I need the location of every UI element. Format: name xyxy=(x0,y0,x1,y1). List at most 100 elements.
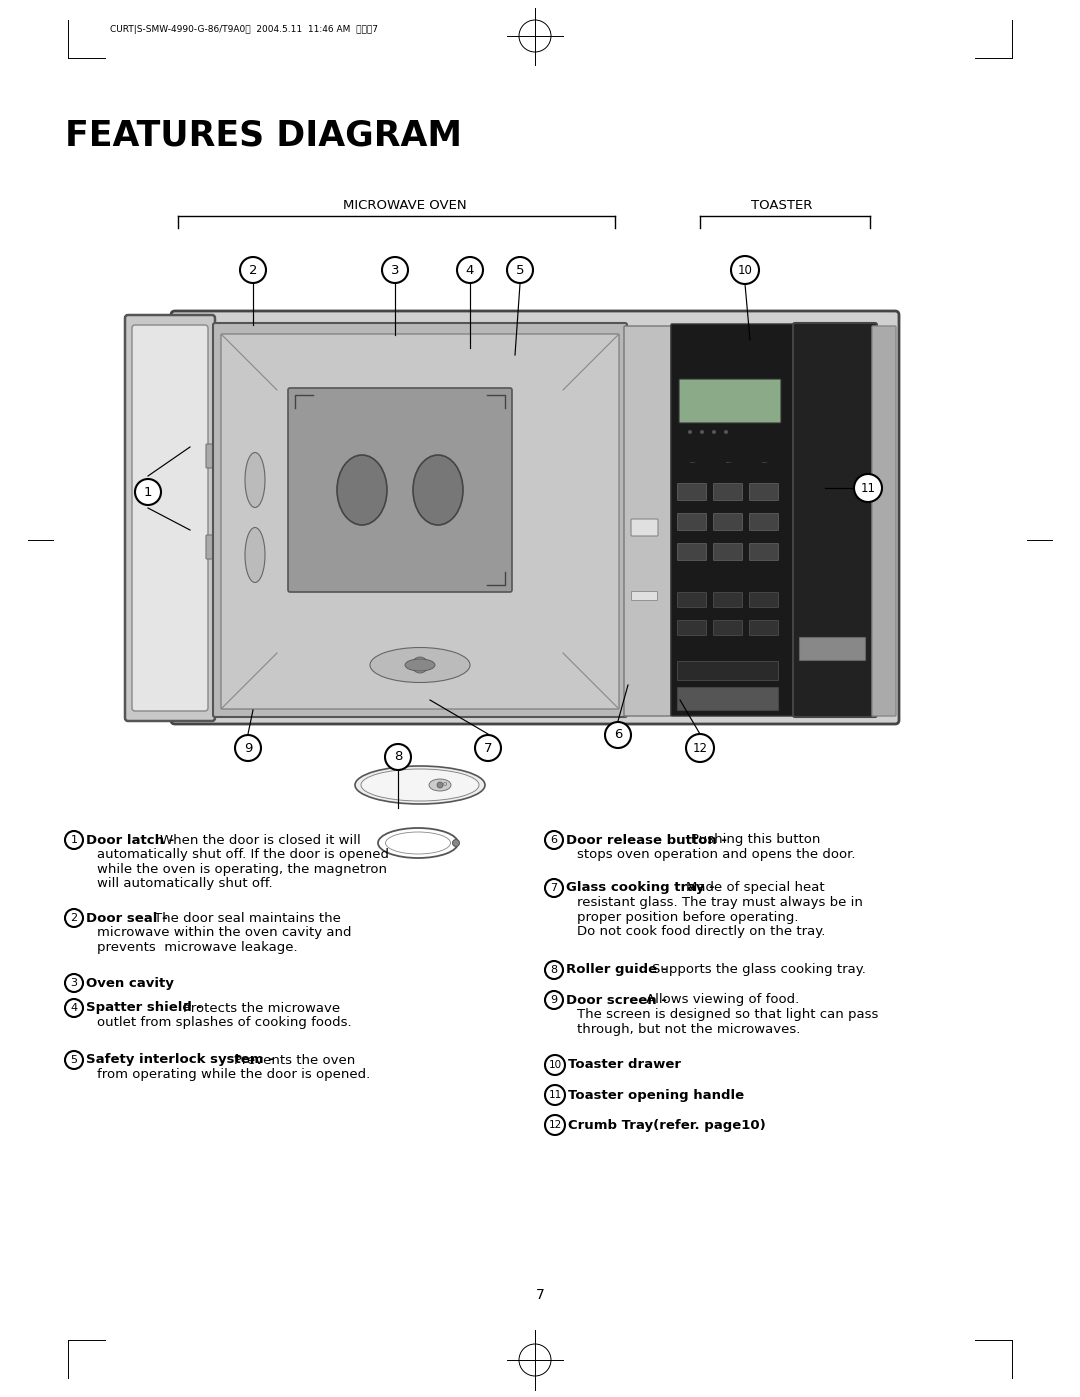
Circle shape xyxy=(235,735,261,761)
Circle shape xyxy=(65,1051,83,1069)
Circle shape xyxy=(65,999,83,1017)
Circle shape xyxy=(688,430,692,434)
Circle shape xyxy=(507,257,534,284)
Text: from operating while the door is opened.: from operating while the door is opened. xyxy=(97,1067,370,1081)
Text: 8: 8 xyxy=(551,965,557,975)
FancyBboxPatch shape xyxy=(288,388,512,592)
Text: ___: ___ xyxy=(689,460,696,462)
Text: 6: 6 xyxy=(551,835,557,845)
Text: through, but not the microwaves.: through, but not the microwaves. xyxy=(577,1023,800,1035)
FancyBboxPatch shape xyxy=(714,514,743,531)
Text: Toaster drawer: Toaster drawer xyxy=(568,1059,681,1071)
Text: 2: 2 xyxy=(248,264,257,277)
Circle shape xyxy=(700,430,704,434)
FancyBboxPatch shape xyxy=(213,323,627,717)
Text: Made of special heat: Made of special heat xyxy=(686,882,824,894)
FancyBboxPatch shape xyxy=(714,543,743,560)
Text: 1: 1 xyxy=(144,486,152,499)
Text: stops oven operation and opens the door.: stops oven operation and opens the door. xyxy=(577,848,855,861)
Circle shape xyxy=(545,1085,565,1105)
FancyBboxPatch shape xyxy=(750,543,779,560)
Text: 7: 7 xyxy=(551,883,557,893)
Circle shape xyxy=(475,735,501,761)
Ellipse shape xyxy=(245,453,265,507)
Text: while the oven is operating, the magnetron: while the oven is operating, the magnetr… xyxy=(97,862,387,876)
Circle shape xyxy=(65,831,83,849)
Text: 9: 9 xyxy=(244,742,253,754)
FancyBboxPatch shape xyxy=(677,483,706,500)
FancyBboxPatch shape xyxy=(714,483,743,500)
Text: 10: 10 xyxy=(738,264,753,277)
Text: Protects the microwave: Protects the microwave xyxy=(183,1002,340,1014)
Text: The screen is designed so that light can pass: The screen is designed so that light can… xyxy=(577,1009,878,1021)
FancyBboxPatch shape xyxy=(132,326,208,711)
FancyBboxPatch shape xyxy=(677,662,779,680)
Circle shape xyxy=(453,840,459,847)
Text: Roller guide -: Roller guide - xyxy=(566,964,672,977)
Text: Door latch -: Door latch - xyxy=(86,834,179,847)
FancyBboxPatch shape xyxy=(750,514,779,531)
Circle shape xyxy=(65,974,83,992)
Text: 4: 4 xyxy=(70,1003,78,1013)
FancyBboxPatch shape xyxy=(206,444,218,468)
FancyBboxPatch shape xyxy=(206,535,218,559)
Text: Spatter shield -: Spatter shield - xyxy=(86,1002,206,1014)
FancyBboxPatch shape xyxy=(750,620,779,636)
Text: 3: 3 xyxy=(391,264,400,277)
Circle shape xyxy=(731,256,759,284)
Text: outlet from splashes of cooking foods.: outlet from splashes of cooking foods. xyxy=(97,1016,352,1030)
Text: 2: 2 xyxy=(70,914,78,923)
Text: microwave within the oven cavity and: microwave within the oven cavity and xyxy=(97,926,351,939)
Text: 12: 12 xyxy=(692,742,707,754)
Text: Door release button -: Door release button - xyxy=(566,834,731,847)
Text: 7: 7 xyxy=(536,1288,544,1302)
Text: Safety interlock system -: Safety interlock system - xyxy=(86,1053,279,1066)
FancyBboxPatch shape xyxy=(872,326,896,717)
FancyBboxPatch shape xyxy=(793,323,877,717)
FancyBboxPatch shape xyxy=(714,620,743,636)
Text: FEATURES DIAGRAM: FEATURES DIAGRAM xyxy=(65,117,462,152)
Circle shape xyxy=(724,430,728,434)
Circle shape xyxy=(545,1115,565,1134)
Text: Allows viewing of food.: Allows viewing of food. xyxy=(646,993,799,1006)
Circle shape xyxy=(545,1055,565,1076)
Circle shape xyxy=(545,961,563,979)
FancyBboxPatch shape xyxy=(125,314,215,721)
FancyBboxPatch shape xyxy=(677,543,706,560)
Text: 5: 5 xyxy=(70,1055,78,1065)
FancyBboxPatch shape xyxy=(671,324,793,717)
Text: prevents  microwave leakage.: prevents microwave leakage. xyxy=(97,940,298,954)
FancyBboxPatch shape xyxy=(750,483,779,500)
Text: Toaster opening handle: Toaster opening handle xyxy=(568,1088,744,1101)
Circle shape xyxy=(135,479,161,504)
Circle shape xyxy=(65,909,83,928)
Text: 3: 3 xyxy=(70,978,78,988)
Text: will automatically shut off.: will automatically shut off. xyxy=(97,877,272,890)
Text: 7: 7 xyxy=(484,742,492,754)
Circle shape xyxy=(712,430,716,434)
Text: 8: 8 xyxy=(394,750,402,764)
Text: proper position before operating.: proper position before operating. xyxy=(577,911,798,923)
Text: ___: ___ xyxy=(725,460,731,462)
Text: 6: 6 xyxy=(613,728,622,742)
Text: Door screen -: Door screen - xyxy=(566,993,672,1006)
Text: Supports the glass cooking tray.: Supports the glass cooking tray. xyxy=(651,964,865,977)
FancyBboxPatch shape xyxy=(631,520,658,536)
Text: automatically shut off. If the door is opened: automatically shut off. If the door is o… xyxy=(97,848,389,861)
Circle shape xyxy=(605,722,631,747)
Text: MICROWAVE OVEN: MICROWAVE OVEN xyxy=(343,198,467,212)
Text: Crumb Tray(refer. page10): Crumb Tray(refer. page10) xyxy=(568,1119,766,1132)
FancyBboxPatch shape xyxy=(171,312,899,724)
Text: 11: 11 xyxy=(861,482,876,495)
Text: 10: 10 xyxy=(549,1060,562,1070)
FancyBboxPatch shape xyxy=(799,637,865,661)
Text: ___: ___ xyxy=(760,460,767,462)
Text: 9: 9 xyxy=(551,995,557,1004)
Ellipse shape xyxy=(370,647,470,683)
Text: TOASTER: TOASTER xyxy=(752,198,812,212)
Ellipse shape xyxy=(245,528,265,583)
Circle shape xyxy=(545,990,563,1009)
FancyBboxPatch shape xyxy=(677,592,706,608)
Ellipse shape xyxy=(413,455,463,525)
Circle shape xyxy=(437,782,443,788)
